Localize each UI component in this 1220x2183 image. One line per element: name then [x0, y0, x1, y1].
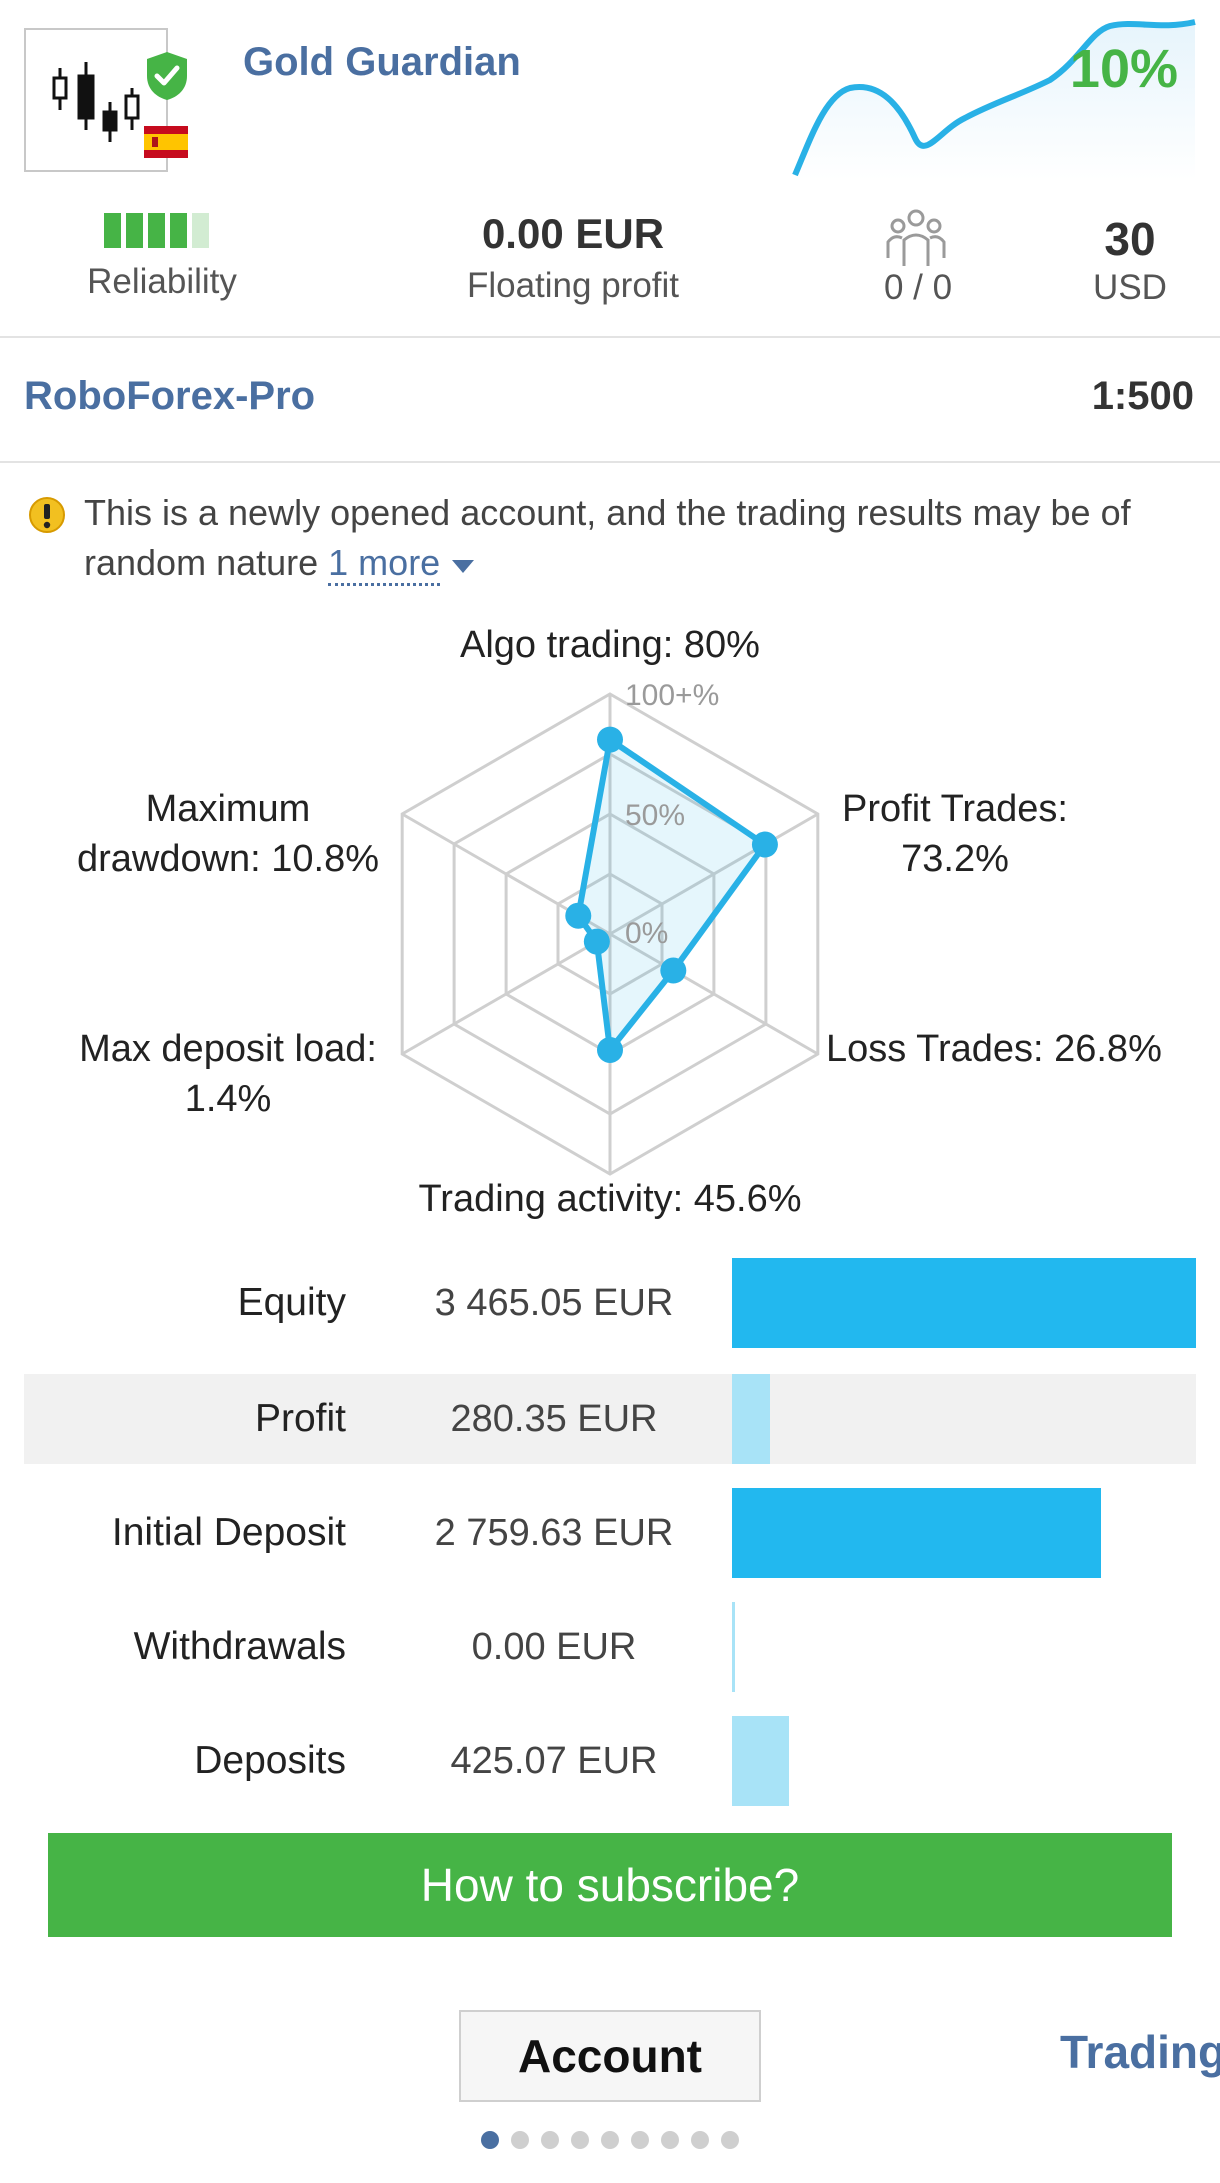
- page-dot[interactable]: [631, 2131, 649, 2149]
- page-dot[interactable]: [721, 2131, 739, 2149]
- radar-point: [583, 928, 610, 955]
- radar-label-drawdown-line1: Maximum: [145, 788, 311, 830]
- divider: [0, 461, 1220, 463]
- radar-label-loss: Loss Trades: 26.8%: [826, 1028, 1162, 1070]
- how-to-subscribe-button[interactable]: How to subscribe?: [48, 1833, 1172, 1937]
- divider: [0, 336, 1220, 338]
- spain-flag-icon: [144, 126, 188, 158]
- radar-axis: [609, 812, 819, 936]
- row-value: 280.35 EUR: [450, 1398, 658, 1440]
- page-dot[interactable]: [601, 2131, 619, 2149]
- leverage-value: 1:500: [1091, 374, 1194, 418]
- growth-value: 10%: [1069, 39, 1178, 99]
- warning-icon: [29, 497, 65, 533]
- candlestick-icon: [52, 62, 140, 142]
- radar-label-algo: Algo trading: 80%: [460, 624, 760, 666]
- radar-point: [565, 902, 592, 929]
- row-bar: [732, 1374, 770, 1464]
- page-dot[interactable]: [661, 2131, 679, 2149]
- warning-message: This is a newly opened account, and the …: [84, 488, 1194, 588]
- radar-chart: 100+% 50% 0% Algo trading: 80% Profit Tr…: [0, 600, 1220, 1240]
- row-label: Withdrawals: [133, 1625, 346, 1668]
- row-label: Profit: [254, 1397, 346, 1440]
- row-value: 3 465.05 EUR: [434, 1282, 674, 1324]
- table-row: Withdrawals 0.00 EUR: [24, 1602, 1196, 1692]
- verified-shield-icon: [147, 52, 187, 100]
- radar-label-profit-line1: Profit Trades:: [842, 788, 1068, 830]
- table-row: Equity 3 465.05 EUR: [24, 1258, 1196, 1348]
- broker-name[interactable]: RoboForex-Pro: [24, 374, 316, 418]
- signal-logo: [24, 28, 188, 172]
- reliability-bar-1: [104, 213, 121, 248]
- subscribers-count: 0 / 0: [883, 268, 953, 307]
- radar-point: [597, 726, 623, 753]
- table-row: Deposits 425.07 EUR: [24, 1716, 1196, 1806]
- radar-label-deposit-load: Max deposit load: 1.4%: [50, 1024, 406, 1124]
- reliability-bar-5: [192, 213, 209, 248]
- tab-account[interactable]: Account: [459, 2010, 761, 2102]
- radar-label-profit-line2: 73.2%: [901, 838, 1009, 880]
- growth-sparkline: [792, 19, 1196, 180]
- radar-label-drawdown: Maximum drawdown: 10.8%: [50, 784, 406, 884]
- table-row: Profit 280.35 EUR: [24, 1374, 1196, 1464]
- subscription-currency: USD: [1093, 268, 1167, 307]
- floating-profit-label: Floating profit: [466, 266, 680, 305]
- page-dot[interactable]: [571, 2131, 589, 2149]
- row-value: 425.07 EUR: [450, 1740, 658, 1782]
- reliability-bar-2: [126, 213, 143, 248]
- more-link[interactable]: 1 more: [328, 542, 441, 586]
- radar-scale-label: 0%: [625, 917, 668, 950]
- radar-label-deposit-line2: 1.4%: [184, 1078, 272, 1120]
- reliability-bar-3: [148, 213, 165, 248]
- page-dot[interactable]: [511, 2131, 529, 2149]
- radar-label-profit: Profit Trades: 73.2%: [810, 784, 1100, 884]
- floating-profit-value: 0.00 EUR: [481, 210, 665, 257]
- row-bar: [732, 1602, 735, 1692]
- subscribers-icon: [886, 209, 946, 266]
- radar-label-activity: Trading activity: 45.6%: [418, 1178, 802, 1220]
- chevron-down-icon[interactable]: [450, 557, 476, 575]
- subscription-price: 30: [1104, 213, 1156, 265]
- row-bar: [732, 1258, 1196, 1348]
- tab-trading[interactable]: Trading: [1060, 2026, 1220, 2078]
- reliability-label: Reliability: [87, 262, 237, 301]
- radar-series-area: [575, 736, 768, 1053]
- row-label: Deposits: [194, 1739, 346, 1782]
- radar-scale-label: 50%: [625, 799, 685, 832]
- row-label: Equity: [237, 1281, 346, 1324]
- radar-label-drawdown-line2: drawdown: 10.8%: [76, 838, 380, 880]
- page-dot[interactable]: [541, 2131, 559, 2149]
- page-dot[interactable]: [691, 2131, 709, 2149]
- radar-axis: [401, 932, 611, 1056]
- reliability-bar-4: [170, 213, 187, 248]
- signal-name[interactable]: Gold Guardian: [243, 40, 521, 84]
- page-dot[interactable]: [481, 2131, 499, 2149]
- reliability-bars: [104, 213, 214, 253]
- radar-axis: [609, 932, 819, 1056]
- radar-point: [597, 1036, 623, 1063]
- radar-label-deposit-line1: Max deposit load:: [79, 1028, 377, 1070]
- row-bar: [732, 1488, 1102, 1578]
- row-value: 0.00 EUR: [471, 1626, 637, 1668]
- row-label: Initial Deposit: [111, 1511, 346, 1554]
- row-bar: [732, 1716, 790, 1806]
- warning-text: This is a newly opened account, and the …: [84, 492, 1131, 583]
- radar-scale-label: 100+%: [625, 679, 719, 712]
- radar-point: [660, 957, 687, 984]
- row-value: 2 759.63 EUR: [434, 1512, 674, 1554]
- radar-point: [751, 831, 778, 858]
- table-row: Initial Deposit 2 759.63 EUR: [24, 1488, 1196, 1578]
